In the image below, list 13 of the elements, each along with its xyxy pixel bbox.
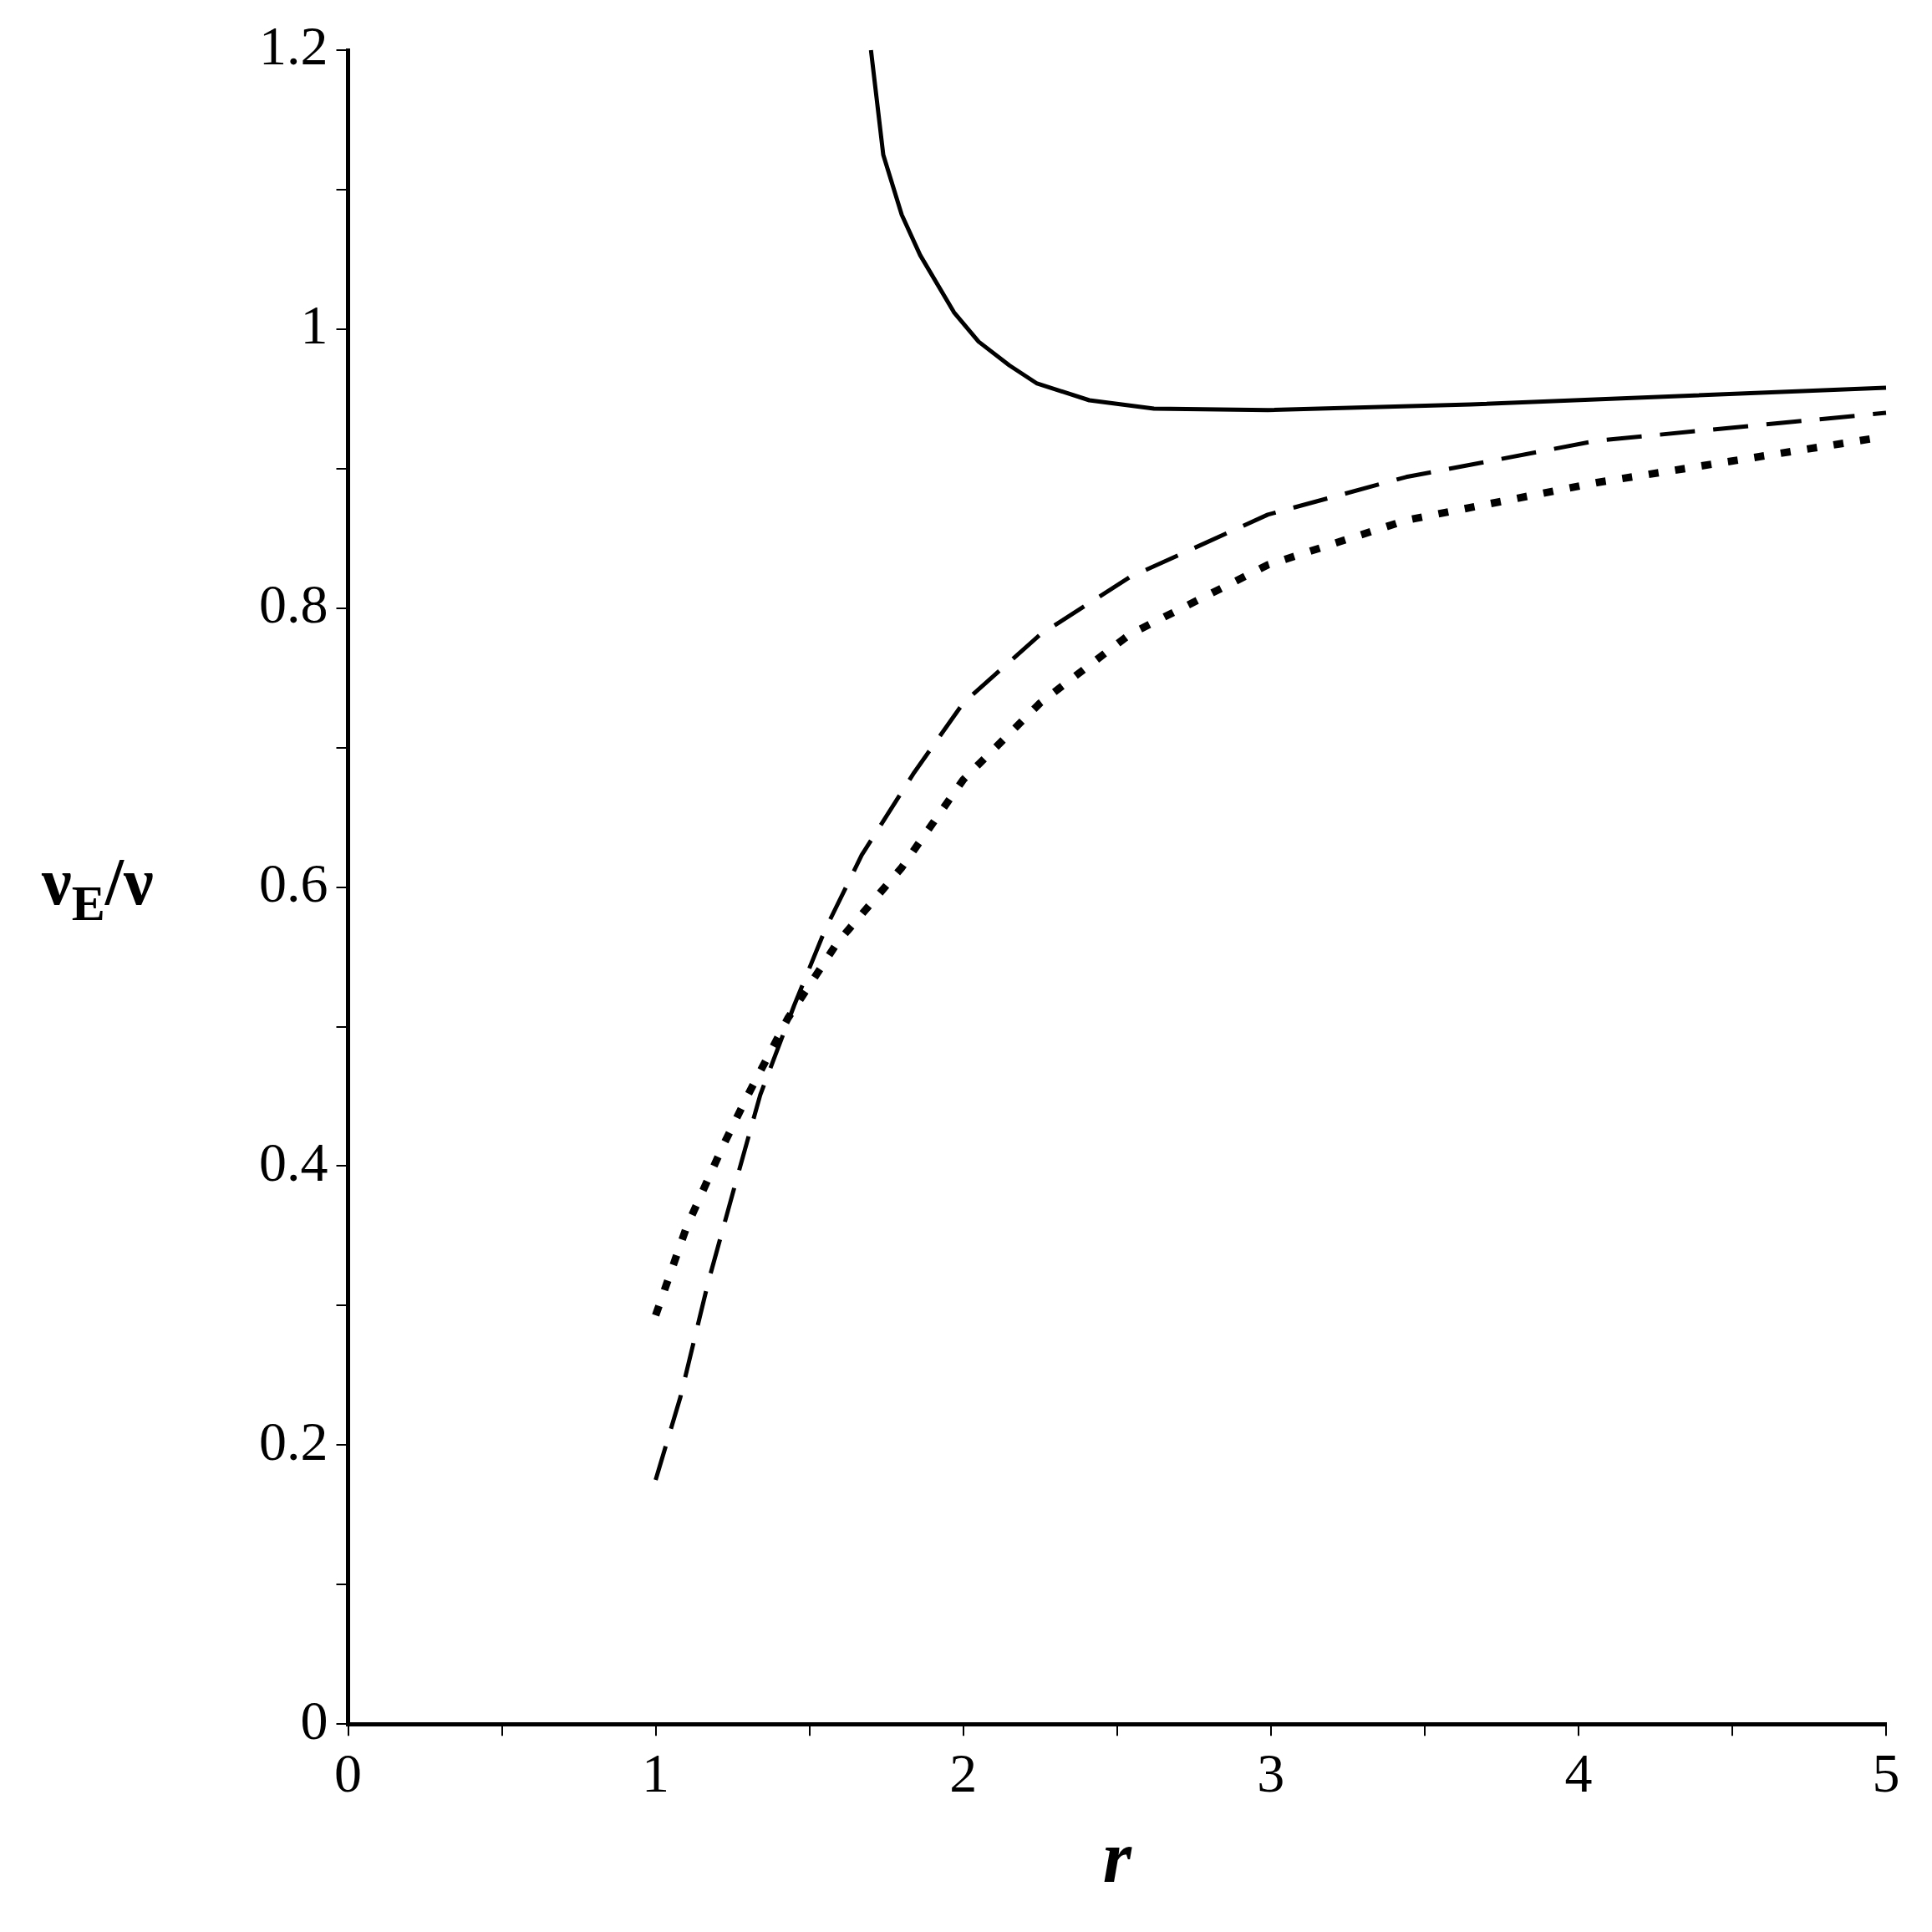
y-tick-label: 0.2	[259, 1410, 328, 1472]
x-axis-title: r	[1102, 1816, 1132, 1898]
x-tick-label: 1	[642, 1742, 670, 1804]
y-tick-label: 0.6	[259, 852, 328, 913]
y-tick-label: 1.2	[259, 15, 328, 77]
y-tick-label: 0.4	[259, 1131, 328, 1192]
y-tick-label: 0.8	[259, 573, 328, 635]
y-tick-label: 1	[300, 294, 328, 356]
y-tick-label: 0	[300, 1689, 328, 1751]
x-tick-label: 4	[1564, 1742, 1593, 1804]
x-tick-label: 3	[1257, 1742, 1285, 1804]
x-tick-label: 2	[949, 1742, 978, 1804]
x-tick-label: 5	[1872, 1742, 1900, 1804]
